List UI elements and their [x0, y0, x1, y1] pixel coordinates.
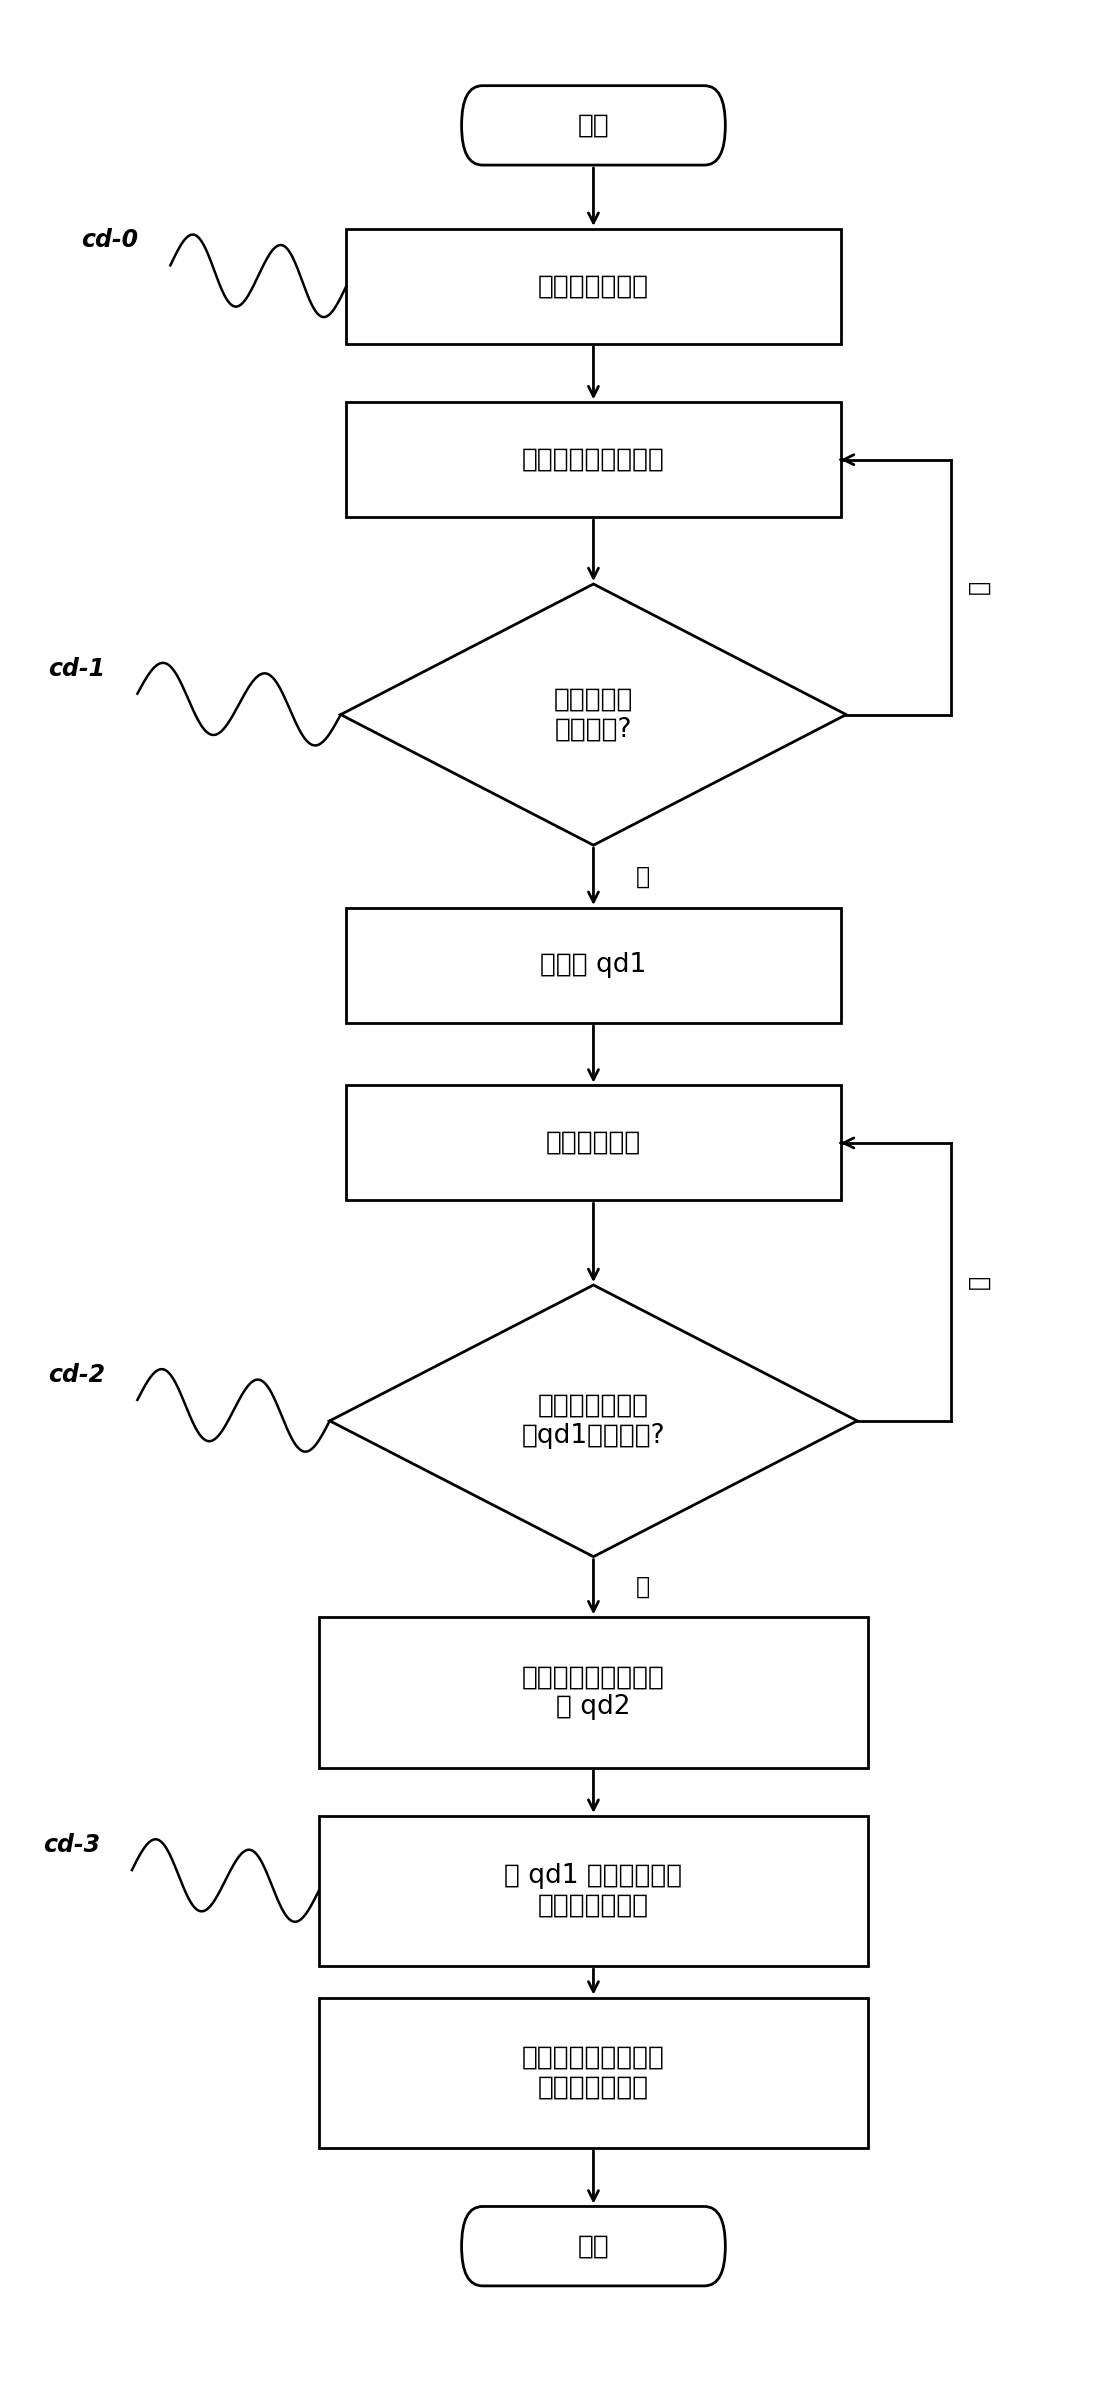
- Text: 以填充后的当前数据
流得到当前游程: 以填充后的当前数据 流得到当前游程: [522, 2044, 665, 2101]
- Bar: [319, 1617, 868, 1767]
- Text: 以 qd1 填充当前数据
流的所有无关位: 以 qd1 填充当前数据 流的所有无关位: [504, 1863, 682, 1920]
- Bar: [319, 1998, 868, 2149]
- Text: 开始: 开始: [578, 112, 609, 138]
- Text: 否: 否: [966, 1274, 990, 1289]
- Text: cd-0: cd-0: [81, 229, 138, 252]
- Text: 继续读取数据: 继续读取数据: [546, 1129, 641, 1155]
- Text: 是: 是: [636, 865, 650, 888]
- Text: 记录为 qd1: 记录为 qd1: [541, 953, 646, 979]
- Text: cd-1: cd-1: [48, 657, 106, 681]
- Text: 当前数据是
否确定位?: 当前数据是 否确定位?: [554, 686, 633, 743]
- Text: 记录该第二个确定位
为 qd2: 记录该第二个确定位 为 qd2: [522, 1665, 665, 1720]
- Text: cd-2: cd-2: [48, 1363, 106, 1386]
- Text: 否: 否: [966, 581, 990, 593]
- FancyBboxPatch shape: [462, 2206, 725, 2287]
- Bar: [346, 229, 841, 343]
- Bar: [346, 403, 841, 517]
- Text: cd-3: cd-3: [43, 1834, 100, 1858]
- Bar: [319, 1815, 868, 1965]
- Polygon shape: [330, 1284, 857, 1558]
- Polygon shape: [341, 584, 846, 846]
- Text: 是: 是: [636, 1575, 650, 1598]
- FancyBboxPatch shape: [462, 86, 725, 164]
- Text: 读取到一个不等
于qd1的确定位?: 读取到一个不等 于qd1的确定位?: [522, 1393, 665, 1448]
- Text: 结束: 结束: [578, 2234, 609, 2258]
- Bar: [346, 1086, 841, 1201]
- Text: 当前数据流清零: 当前数据流清零: [537, 274, 650, 300]
- Text: 按顺序读取１位数据: 按顺序读取１位数据: [522, 448, 665, 472]
- Bar: [346, 908, 841, 1022]
